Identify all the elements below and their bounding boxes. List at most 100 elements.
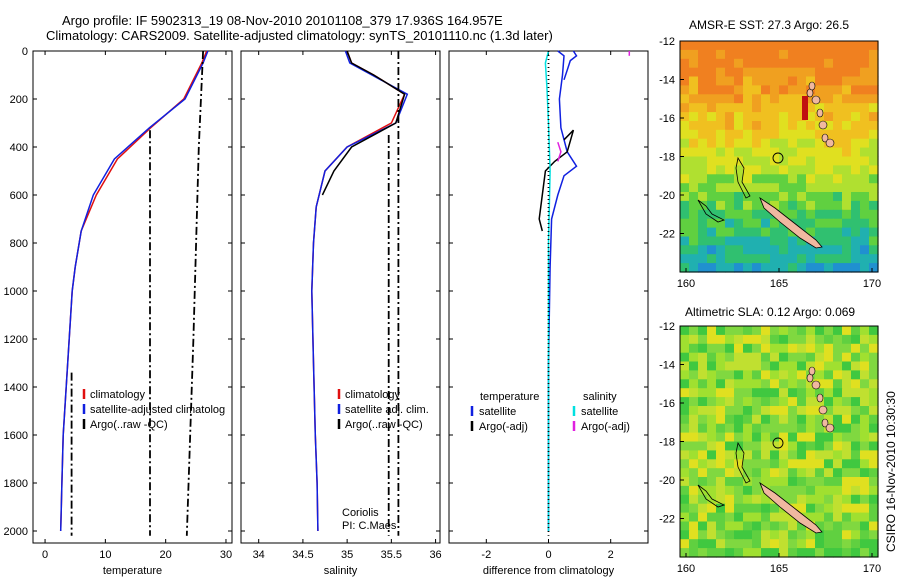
map-cell bbox=[833, 58, 843, 69]
map-cell bbox=[725, 263, 735, 273]
map-cell bbox=[680, 58, 690, 69]
map-cell bbox=[842, 245, 852, 255]
map-cell bbox=[788, 147, 798, 158]
map-cell bbox=[743, 512, 753, 523]
map-cell bbox=[761, 432, 771, 443]
map-cell bbox=[716, 397, 726, 407]
map-cell bbox=[851, 494, 861, 505]
map-cell bbox=[689, 103, 699, 113]
map-cell bbox=[833, 218, 843, 229]
hot-patch bbox=[802, 96, 808, 120]
map-cell bbox=[779, 67, 789, 78]
map-cell bbox=[707, 156, 717, 166]
map-cell bbox=[752, 58, 762, 69]
map-cell bbox=[734, 397, 744, 407]
map-cell bbox=[797, 138, 807, 149]
map-cell bbox=[743, 103, 753, 113]
map-cell bbox=[851, 236, 861, 246]
map-cell bbox=[734, 406, 744, 416]
map-cell bbox=[842, 236, 852, 246]
map-cell bbox=[752, 397, 762, 407]
map-cell bbox=[797, 236, 807, 246]
map-cell bbox=[752, 388, 762, 398]
map-cell bbox=[743, 397, 753, 407]
map-cell bbox=[698, 174, 708, 184]
map-cell bbox=[707, 343, 717, 354]
x-tick-label: -2 bbox=[481, 549, 491, 561]
map-cell bbox=[869, 485, 879, 496]
map-cell bbox=[761, 165, 771, 175]
legend-label: satellite adj. clim. bbox=[345, 404, 429, 416]
map-cell bbox=[851, 129, 861, 140]
map-cell bbox=[725, 388, 735, 398]
map-cell bbox=[752, 200, 762, 211]
map-cell bbox=[770, 121, 780, 131]
map-cell bbox=[824, 441, 834, 451]
map-cell bbox=[842, 370, 852, 380]
map-cell bbox=[716, 477, 726, 487]
map-cell bbox=[689, 41, 699, 51]
map-cell bbox=[680, 67, 690, 78]
map-cell bbox=[860, 530, 870, 540]
map-cell bbox=[788, 103, 798, 113]
map-cell bbox=[698, 388, 708, 398]
map-cell bbox=[752, 414, 762, 425]
map-cell bbox=[743, 94, 753, 104]
map-cell bbox=[716, 370, 726, 380]
map-cell bbox=[734, 165, 744, 175]
map-cell bbox=[824, 218, 834, 229]
map-cell bbox=[716, 343, 726, 354]
sla-map: -12 -14 -16 -18 -20 -22 160 165 170 bbox=[659, 321, 881, 575]
map-cell bbox=[860, 192, 870, 202]
map-cell bbox=[707, 485, 717, 496]
map-cell bbox=[761, 459, 771, 469]
map-cell bbox=[851, 521, 861, 531]
map-cell bbox=[698, 326, 708, 336]
map-cell bbox=[734, 138, 744, 149]
map-cell bbox=[770, 406, 780, 416]
map-cell bbox=[689, 503, 699, 514]
map-cell bbox=[770, 147, 780, 158]
map-cell bbox=[752, 227, 762, 238]
map-cell bbox=[752, 459, 762, 469]
map-cell bbox=[842, 58, 852, 69]
map-cell bbox=[788, 326, 798, 336]
map-cell bbox=[815, 85, 825, 95]
map-cell bbox=[761, 477, 771, 487]
map-x-tick-label: 165 bbox=[770, 563, 788, 575]
map-cell bbox=[806, 121, 816, 131]
map-cell bbox=[779, 521, 789, 531]
map-cell bbox=[842, 361, 852, 371]
map-cell bbox=[842, 459, 852, 469]
map-cell bbox=[788, 58, 798, 69]
map-cell bbox=[833, 121, 843, 131]
map-cell bbox=[698, 334, 708, 345]
map-cell bbox=[842, 192, 852, 202]
map-cell bbox=[788, 138, 798, 149]
map-cell bbox=[851, 388, 861, 398]
map-cell bbox=[752, 494, 762, 505]
map-cell bbox=[770, 49, 780, 60]
map-cell bbox=[788, 174, 798, 184]
map-cell bbox=[680, 147, 690, 158]
map-cell bbox=[680, 227, 690, 238]
map-cell bbox=[752, 530, 762, 540]
map-cell bbox=[725, 406, 735, 416]
map-cell bbox=[851, 414, 861, 425]
map-cell bbox=[842, 41, 852, 51]
map-cell bbox=[680, 254, 690, 264]
map-cell bbox=[833, 539, 843, 549]
map-cell bbox=[797, 388, 807, 398]
map-cell bbox=[860, 58, 870, 69]
map-cell bbox=[680, 512, 690, 523]
map-cell bbox=[851, 459, 861, 469]
map-cell bbox=[806, 406, 816, 416]
y-tick-label: 1800 bbox=[4, 478, 28, 490]
map-cell bbox=[842, 468, 852, 478]
map-cell bbox=[806, 67, 816, 78]
map-cell bbox=[815, 76, 825, 86]
map-cell bbox=[707, 76, 717, 86]
map-cell bbox=[689, 432, 699, 443]
map-cell bbox=[842, 548, 852, 558]
map-cell bbox=[869, 218, 879, 229]
